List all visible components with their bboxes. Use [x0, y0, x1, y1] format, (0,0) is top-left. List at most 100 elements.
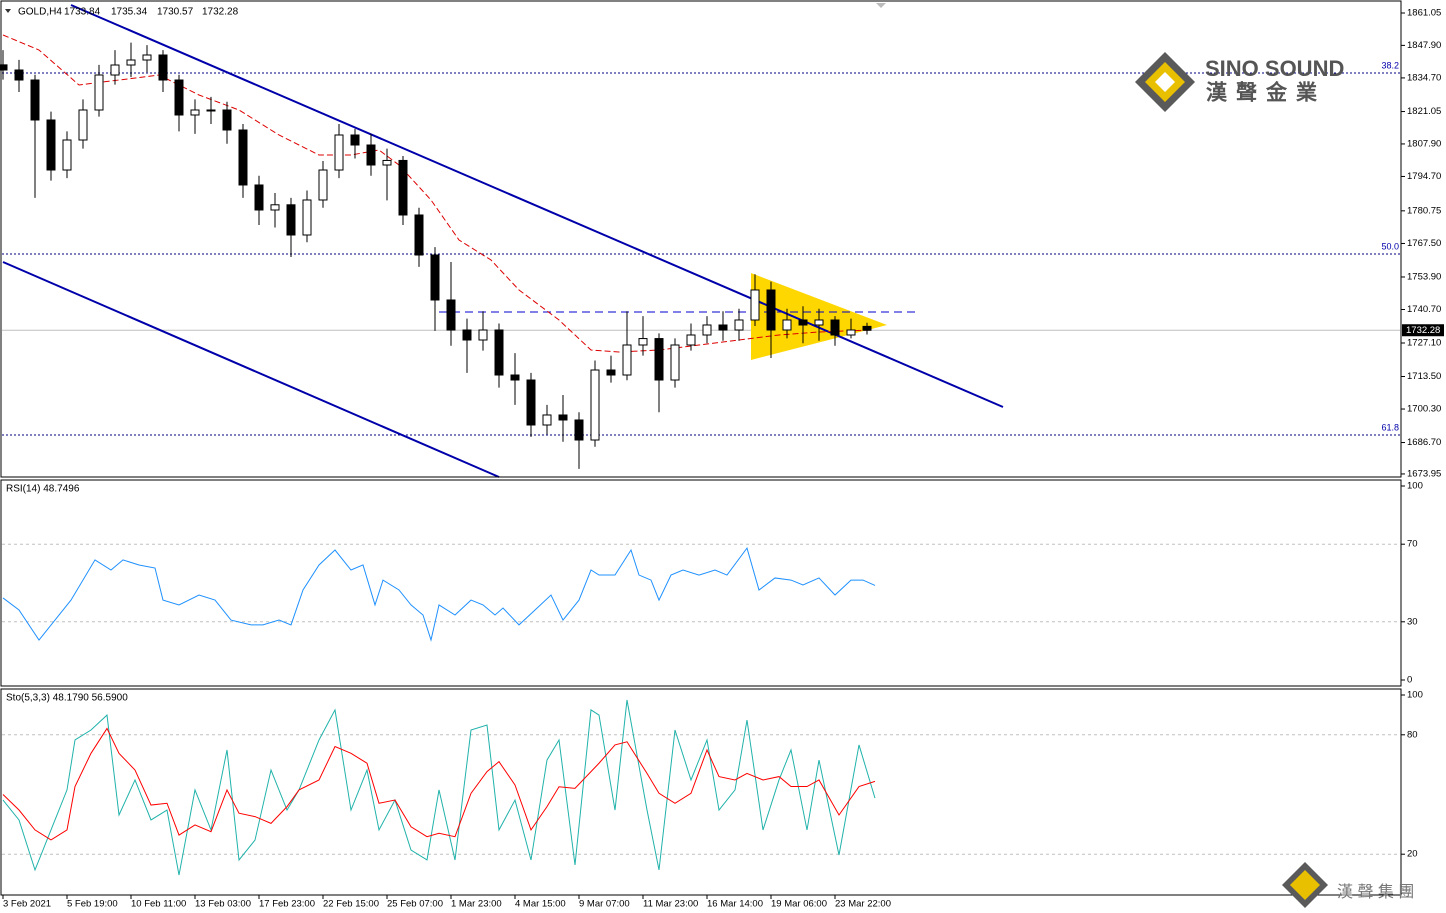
candle-body: [718, 324, 728, 331]
candle-body: [238, 129, 248, 186]
candle-body: [110, 64, 120, 76]
candle-body: [446, 299, 456, 331]
y-tick-label: 70: [1407, 539, 1418, 550]
x-tick-label: 3 Feb 2021: [3, 899, 51, 910]
candle-body: [478, 329, 488, 341]
y-tick-label: 1767.50: [1407, 238, 1441, 249]
x-tick-label: 10 Feb 11:00: [131, 899, 186, 910]
x-tick-label: 9 Mar 07:00: [579, 899, 630, 910]
candle-body: [414, 214, 424, 256]
candle-body: [846, 329, 856, 336]
x-tick-label: 4 Mar 15:00: [515, 899, 566, 910]
y-tick-label: 1821.05: [1407, 106, 1441, 117]
candle-body: [94, 74, 104, 111]
layers: 1861.05 1847.90 1834.70 1821.05 1807.90 1794.…: [0, 4, 1444, 910]
stoch-title: Sto(5,3,3) 48.1790 56.5900: [6, 693, 128, 704]
candle-body: [766, 289, 776, 331]
y-tick-label: 1700.30: [1407, 404, 1441, 415]
candle-body: [62, 139, 72, 171]
candle-body: [750, 289, 760, 321]
candle-body: [190, 109, 200, 116]
y-tick-label: 1727.10: [1407, 338, 1441, 349]
candle-body: [462, 329, 472, 341]
y-tick-label: 0: [1407, 675, 1412, 686]
rsi-panel: [0, 479, 1402, 687]
y-tick-label: 1686.70: [1407, 437, 1441, 448]
candle-body: [430, 254, 440, 301]
candle-body: [270, 204, 280, 211]
candle-body: [46, 119, 56, 171]
candle-body: [574, 419, 584, 441]
stoch-panel: [0, 688, 1402, 896]
candle-body: [382, 159, 392, 166]
x-tick-label: 25 Feb 07:00: [387, 899, 443, 910]
candle-body: [638, 338, 648, 346]
candle-body: [78, 109, 88, 141]
candle-body: [702, 324, 712, 336]
candle-body: [590, 369, 600, 441]
y-tick-label: 30: [1407, 616, 1418, 627]
header-high: 1735.34: [111, 7, 148, 18]
y-tick-label: 1794.70: [1407, 171, 1441, 182]
candle-body: [526, 379, 536, 426]
candle-body: [510, 374, 520, 381]
stoch-line: [2, 727, 876, 841]
y-tick-label: 1740.70: [1407, 304, 1441, 315]
x-tick-label: 1 Mar 23:00: [451, 899, 502, 910]
candle-body: [830, 319, 840, 336]
candle-body: [366, 144, 376, 166]
rsi-line: [2, 546, 876, 642]
candle-body: [0, 64, 8, 71]
candle-body: [350, 134, 360, 146]
candle-body: [814, 319, 824, 326]
price-badge: [1402, 324, 1444, 337]
candle-body: [542, 414, 552, 426]
footer-diamond-inner: [1290, 870, 1320, 900]
candle-body: [302, 199, 312, 236]
candle-body: [798, 319, 808, 326]
x-tick-label: 23 Mar 22:00: [835, 899, 891, 910]
candle-body: [222, 109, 232, 131]
x-tick-label: 5 Feb 19:00: [67, 899, 118, 910]
candle-body: [494, 329, 504, 376]
y-tick-label: 100: [1407, 690, 1423, 701]
fib-label: 50.0: [1381, 241, 1399, 251]
y-tick-label: 1834.70: [1407, 72, 1441, 83]
y-tick-label: 100: [1407, 481, 1423, 492]
y-tick-label: 80: [1407, 729, 1418, 740]
y-tick-label: 1847.90: [1407, 40, 1441, 51]
y-tick-label: 1780.75: [1407, 205, 1441, 216]
candle-body: [862, 325, 872, 331]
candle-body: [158, 54, 168, 81]
x-tick-label: 19 Mar 06:00: [771, 899, 827, 910]
candle-body: [254, 184, 264, 211]
trendline: [2, 261, 500, 478]
candle-body: [734, 319, 744, 331]
candle-body: [686, 334, 696, 346]
rsi-title: RSI(14) 48.7496: [6, 484, 80, 495]
y-tick-label: 1753.90: [1407, 271, 1441, 282]
candle-body: [126, 59, 136, 66]
x-tick-label: 16 Mar 14:00: [707, 899, 763, 910]
header-open: 1733.84: [64, 7, 101, 18]
y-tick-label: 1673.95: [1407, 468, 1441, 479]
candle-body: [398, 159, 408, 216]
fib-label: 61.8: [1381, 422, 1399, 432]
logo-chinese: 漢聲金業: [1206, 81, 1326, 105]
candle-body: [142, 54, 152, 61]
x-tick-label: 11 Mar 23:00: [643, 899, 698, 910]
menu-arrow[interactable]: [5, 9, 11, 13]
candle-body: [606, 369, 616, 376]
candle-body: [670, 344, 680, 381]
candle-body: [206, 109, 216, 112]
logo-name: SINO SOUND: [1205, 56, 1344, 81]
symbol: GOLD,H4: [18, 7, 62, 18]
y-tick-label: 20: [1407, 849, 1418, 860]
y-tick-label: 1713.50: [1407, 371, 1441, 382]
candle-body: [654, 338, 664, 381]
footer-text: 漢 聲 集 團: [1337, 883, 1414, 901]
y-tick-label: 1807.90: [1407, 138, 1441, 149]
candle-body: [334, 134, 344, 171]
candle-body: [782, 319, 792, 331]
candle-body: [30, 79, 40, 121]
